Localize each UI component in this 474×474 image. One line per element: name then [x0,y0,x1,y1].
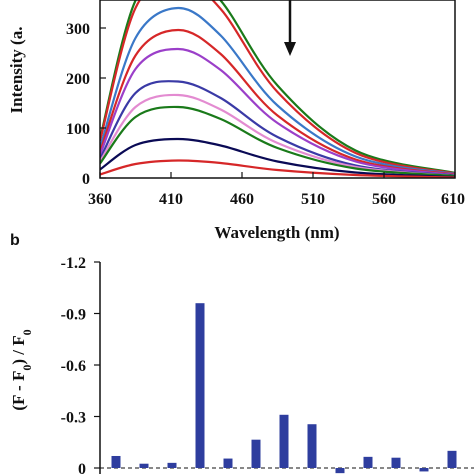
panel-b: b -1.2 -0.9 -0.6 -0.3 0 (F - F0) / F0 [9,232,474,474]
x-tick-label-a: 560 [372,191,396,208]
spectrum-line [100,137,455,178]
y-tick-label-b: -0.9 [61,307,86,324]
bar [419,468,429,472]
y-tick-label-b: 0 [78,461,86,474]
x-axis-label-a: Wavelength (nm) [214,223,339,242]
spectrum-line [100,47,455,177]
plot-frame-a [99,0,456,179]
x-tick-label-a: 610 [441,191,465,208]
spectrum-line [100,0,455,175]
y-tick-label-b: -0.6 [61,358,86,375]
y-tick-label-a: 0 [82,171,90,188]
y-axis-label-b: (F - F0) / F0 [9,329,34,410]
bar [167,462,177,468]
spectrum-line [100,105,455,178]
spectrum-line [100,80,455,177]
bar [251,439,261,468]
spectrum-line [100,28,455,176]
y-tick-label-b: -0.3 [61,410,86,427]
bar [139,463,149,468]
bar [363,456,373,468]
y-axis-label-a: Intensity (a. [7,27,26,114]
bar [447,450,457,468]
panel-a: 0 100 200 300 360 410 460 510 560 610 Wavelength… [7,0,465,242]
bar [195,303,205,468]
spectrum-line [100,0,455,175]
y-tick-label-a: 300 [66,21,90,38]
x-tick-label-a: 460 [230,191,254,208]
bar [111,455,121,468]
x-tick-label-a: 510 [301,191,325,208]
x-tick-label-a: 410 [159,191,183,208]
y-tick-label-a: 200 [66,71,90,88]
y-tick-label-a: 100 [66,121,90,138]
bar [391,457,401,468]
bar [279,414,289,468]
panel-label-b: b [10,232,20,249]
y-tick-label-b: -1.2 [61,255,86,272]
spectrum-line [100,159,455,178]
bar [223,458,233,468]
spectrum-line [100,6,455,176]
spectrum-line [100,93,455,178]
arrow-down-icon [284,0,296,56]
x-tick-label-a: 360 [88,191,112,208]
bar [307,424,317,468]
bar [335,468,345,474]
